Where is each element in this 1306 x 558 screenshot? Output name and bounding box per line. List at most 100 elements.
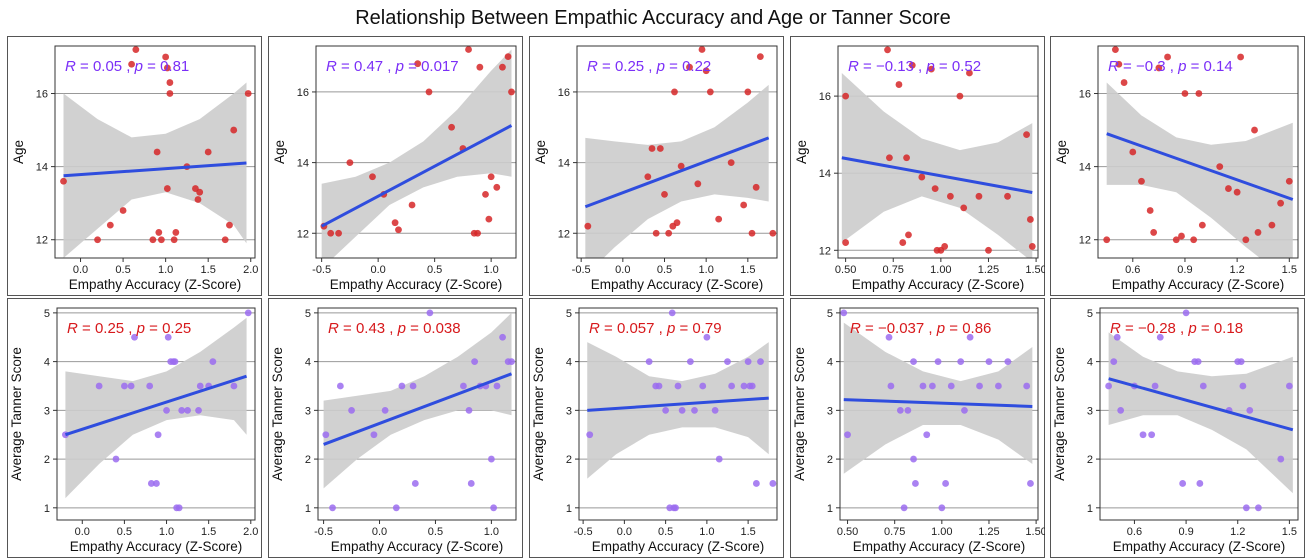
data-point [748, 229, 756, 237]
axis-frame [317, 307, 517, 521]
y-tick-label: 4 [1087, 357, 1093, 369]
data-point [1146, 207, 1154, 214]
data-point [673, 219, 681, 227]
data-point [947, 382, 955, 390]
plot-area [840, 309, 1038, 512]
fit-line [843, 398, 1033, 408]
data-point [674, 382, 682, 390]
data-point [941, 243, 949, 250]
data-point [322, 431, 330, 439]
data-point [476, 63, 484, 71]
x-tick-label: 1.0 [484, 526, 499, 538]
y-tick-label: 1 [305, 503, 311, 515]
y-tick-label: 14 [36, 162, 48, 174]
y-tick-label: 12 [36, 235, 48, 247]
data-point [485, 215, 493, 223]
data-point [1023, 382, 1031, 390]
axis-frame [54, 45, 256, 259]
data-point [1225, 185, 1232, 192]
data-point [918, 173, 926, 181]
data-point [409, 382, 417, 390]
fit-line [584, 136, 770, 209]
x-axis-label: Empathy Accuracy (Z-Score) [1112, 277, 1285, 292]
y-tick-label: 2 [566, 454, 572, 466]
data-point [938, 504, 946, 512]
data-point [1129, 148, 1137, 156]
data-point [934, 358, 942, 366]
data-point [985, 246, 992, 254]
x-tick-label: 0.5 [428, 526, 443, 538]
data-point [166, 90, 174, 97]
data-point [175, 504, 183, 512]
data-point [471, 358, 479, 366]
y-tick-label: 5 [1087, 308, 1093, 320]
confidence-band [1106, 82, 1293, 258]
x-tick-label: 0.50 [837, 526, 858, 538]
data-point [1120, 79, 1128, 86]
data-point [157, 236, 165, 244]
y-tick-label: 12 [1079, 235, 1091, 247]
data-point [1115, 60, 1123, 68]
y-tick-label: 16 [558, 87, 570, 99]
confidence-band [65, 317, 247, 499]
data-point [460, 382, 467, 390]
data-point [1195, 90, 1203, 97]
data-point [508, 358, 515, 366]
correlation-stats: R = −0.037 , p = 0.86 [850, 320, 991, 337]
data-point [1110, 358, 1118, 366]
data-point [966, 333, 974, 341]
data-point [910, 358, 917, 366]
data-point [172, 229, 180, 236]
y-axis-label: Age [1054, 140, 1069, 164]
data-point [163, 185, 171, 192]
x-tick-label: 1.0 [699, 264, 714, 276]
data-point [132, 46, 140, 54]
axis-frame [578, 307, 778, 521]
data-point [146, 382, 154, 390]
data-point [961, 406, 968, 414]
y-tick-label: 3 [305, 405, 311, 417]
x-axis-label: Empathy Accuracy (Z-Score) [852, 277, 1025, 292]
data-point [482, 191, 489, 198]
data-point [465, 46, 472, 53]
data-point [652, 229, 660, 237]
data-point [912, 480, 919, 487]
x-tick-label: 1.00 [931, 526, 952, 538]
data-point [121, 382, 128, 390]
y-axis-label: Age [794, 140, 809, 164]
fit-line [1108, 377, 1294, 432]
data-point [956, 92, 964, 100]
x-tick-label: 0.6 [1125, 264, 1140, 276]
data-point [155, 229, 163, 236]
fit-line [1106, 132, 1294, 201]
data-point [194, 196, 202, 203]
data-point [1237, 53, 1245, 61]
x-tick-label: 0.6 [1127, 526, 1142, 538]
data-point [164, 333, 172, 341]
data-point [1246, 406, 1254, 414]
x-axis-label: Empathy Accuracy (Z-Score) [331, 539, 504, 554]
data-point [209, 358, 217, 366]
correlation-stats: R = 0.25 , p = 0.25 [67, 320, 191, 337]
data-point [426, 309, 434, 317]
data-point [840, 309, 848, 317]
y-tick-label: 2 [305, 454, 311, 466]
data-point [665, 229, 673, 237]
data-point [885, 333, 893, 341]
data-point [715, 455, 723, 463]
data-point [448, 123, 455, 131]
data-point [927, 65, 935, 73]
data-point [1182, 309, 1190, 317]
y-tick-label: 12 [819, 245, 831, 257]
data-point [1285, 382, 1293, 390]
data-point [1156, 333, 1164, 341]
data-point [699, 382, 707, 390]
fit-line [320, 124, 513, 228]
confidence-band [843, 322, 1033, 474]
x-tick-label: 0.5 [115, 264, 130, 276]
data-point [645, 358, 653, 366]
y-tick-label: 5 [305, 308, 311, 320]
panel-border [268, 36, 523, 296]
data-point [586, 431, 594, 439]
